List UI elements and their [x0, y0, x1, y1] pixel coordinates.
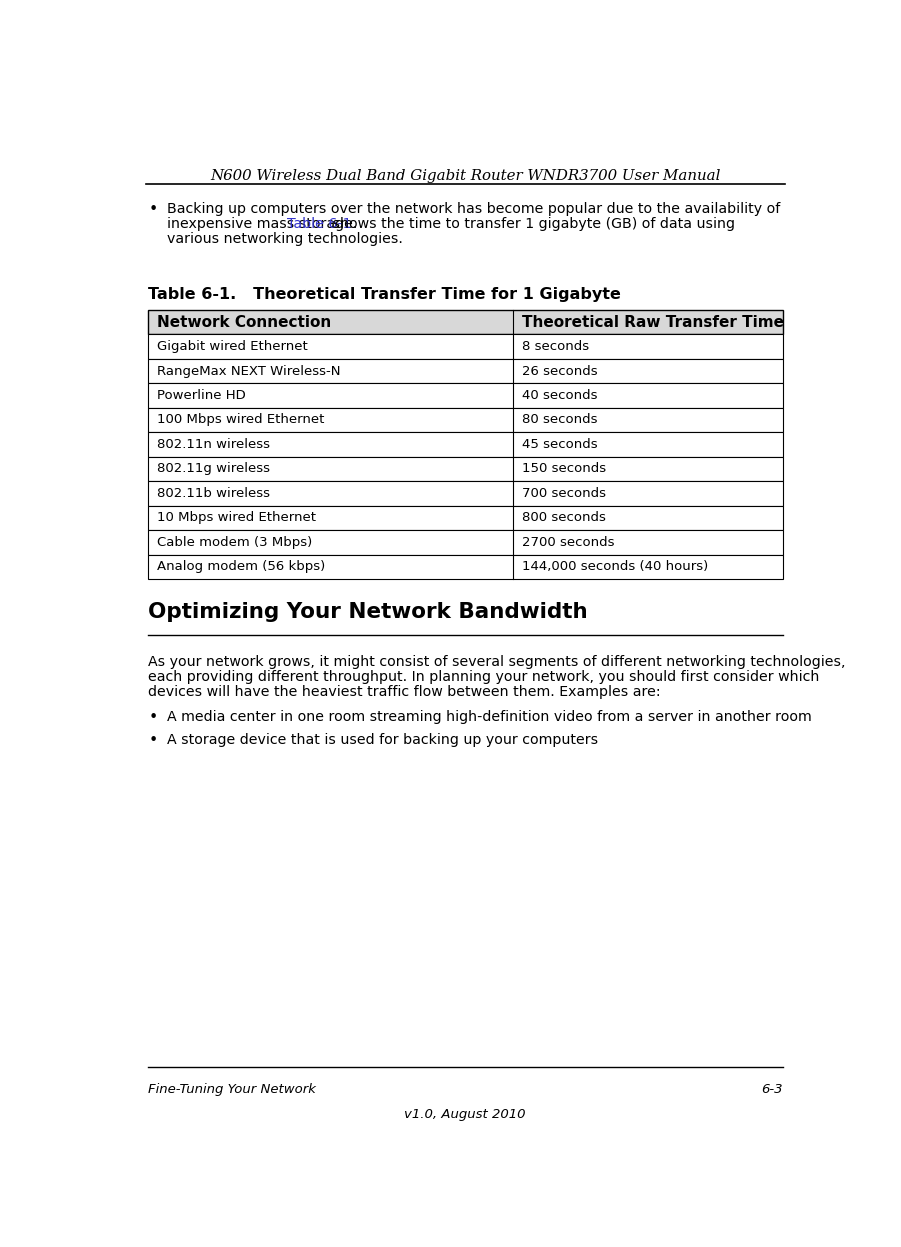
- Text: •: •: [149, 733, 158, 748]
- Text: Analog modem (56 kbps): Analog modem (56 kbps): [157, 560, 325, 574]
- Text: each providing different throughput. In planning your network, you should first : each providing different throughput. In …: [148, 670, 819, 685]
- Text: 80 seconds: 80 seconds: [523, 414, 597, 426]
- Text: 2700 seconds: 2700 seconds: [523, 536, 614, 549]
- Text: Table 6-1.   Theoretical Transfer Time for 1 Gigabyte: Table 6-1. Theoretical Transfer Time for…: [148, 287, 621, 302]
- Text: 10 Mbps wired Ethernet: 10 Mbps wired Ethernet: [157, 511, 315, 525]
- Text: •: •: [149, 710, 158, 725]
- Text: 802.11n wireless: 802.11n wireless: [157, 438, 269, 451]
- Bar: [148, 456, 783, 481]
- Text: N600 Wireless Dual Band Gigabit Router WNDR3700 User Manual: N600 Wireless Dual Band Gigabit Router W…: [210, 168, 721, 183]
- Text: RangeMax NEXT Wireless-N: RangeMax NEXT Wireless-N: [157, 364, 341, 378]
- Text: devices will have the heaviest traffic flow between them. Examples are:: devices will have the heaviest traffic f…: [148, 686, 660, 700]
- Text: various networking technologies.: various networking technologies.: [167, 232, 403, 246]
- Text: Gigabit wired Ethernet: Gigabit wired Ethernet: [157, 340, 307, 353]
- Text: 802.11g wireless: 802.11g wireless: [157, 463, 269, 475]
- Bar: [148, 334, 783, 359]
- Text: 802.11b wireless: 802.11b wireless: [157, 486, 269, 500]
- Text: Powerline HD: Powerline HD: [157, 389, 246, 402]
- Bar: [148, 433, 783, 456]
- Bar: [148, 530, 783, 555]
- Text: A storage device that is used for backing up your computers: A storage device that is used for backin…: [167, 733, 598, 747]
- Bar: [148, 408, 783, 433]
- Text: v1.0, August 2010: v1.0, August 2010: [405, 1107, 526, 1121]
- Text: 45 seconds: 45 seconds: [523, 438, 598, 451]
- Text: 100 Mbps wired Ethernet: 100 Mbps wired Ethernet: [157, 414, 324, 426]
- Text: A media center in one room streaming high-definition video from a server in anot: A media center in one room streaming hig…: [167, 710, 812, 725]
- Bar: [148, 309, 783, 334]
- Bar: [148, 359, 783, 383]
- Text: Optimizing Your Network Bandwidth: Optimizing Your Network Bandwidth: [148, 602, 587, 622]
- Text: Backing up computers over the network has become popular due to the availability: Backing up computers over the network ha…: [167, 202, 780, 216]
- Text: shows the time to transfer 1 gigabyte (GB) of data using: shows the time to transfer 1 gigabyte (G…: [328, 217, 735, 231]
- Text: Fine-Tuning Your Network: Fine-Tuning Your Network: [148, 1082, 315, 1096]
- Text: 6-3: 6-3: [761, 1082, 783, 1096]
- Text: 800 seconds: 800 seconds: [523, 511, 606, 525]
- Text: 40 seconds: 40 seconds: [523, 389, 597, 402]
- Text: 8 seconds: 8 seconds: [523, 340, 589, 353]
- Text: As your network grows, it might consist of several segments of different network: As your network grows, it might consist …: [148, 655, 845, 668]
- Text: Cable modem (3 Mbps): Cable modem (3 Mbps): [157, 536, 312, 549]
- Text: Table 6-1: Table 6-1: [287, 217, 351, 231]
- Text: 150 seconds: 150 seconds: [523, 463, 606, 475]
- Text: 700 seconds: 700 seconds: [523, 486, 606, 500]
- Text: Theoretical Raw Transfer Time: Theoretical Raw Transfer Time: [523, 314, 784, 329]
- Bar: [148, 555, 783, 579]
- Text: Network Connection: Network Connection: [157, 314, 331, 329]
- Text: inexpensive mass storage.: inexpensive mass storage.: [167, 217, 361, 231]
- Bar: [148, 383, 783, 408]
- Bar: [148, 481, 783, 506]
- Text: •: •: [149, 202, 158, 217]
- Text: 144,000 seconds (40 hours): 144,000 seconds (40 hours): [523, 560, 708, 574]
- Bar: [148, 506, 783, 530]
- Text: 26 seconds: 26 seconds: [523, 364, 598, 378]
